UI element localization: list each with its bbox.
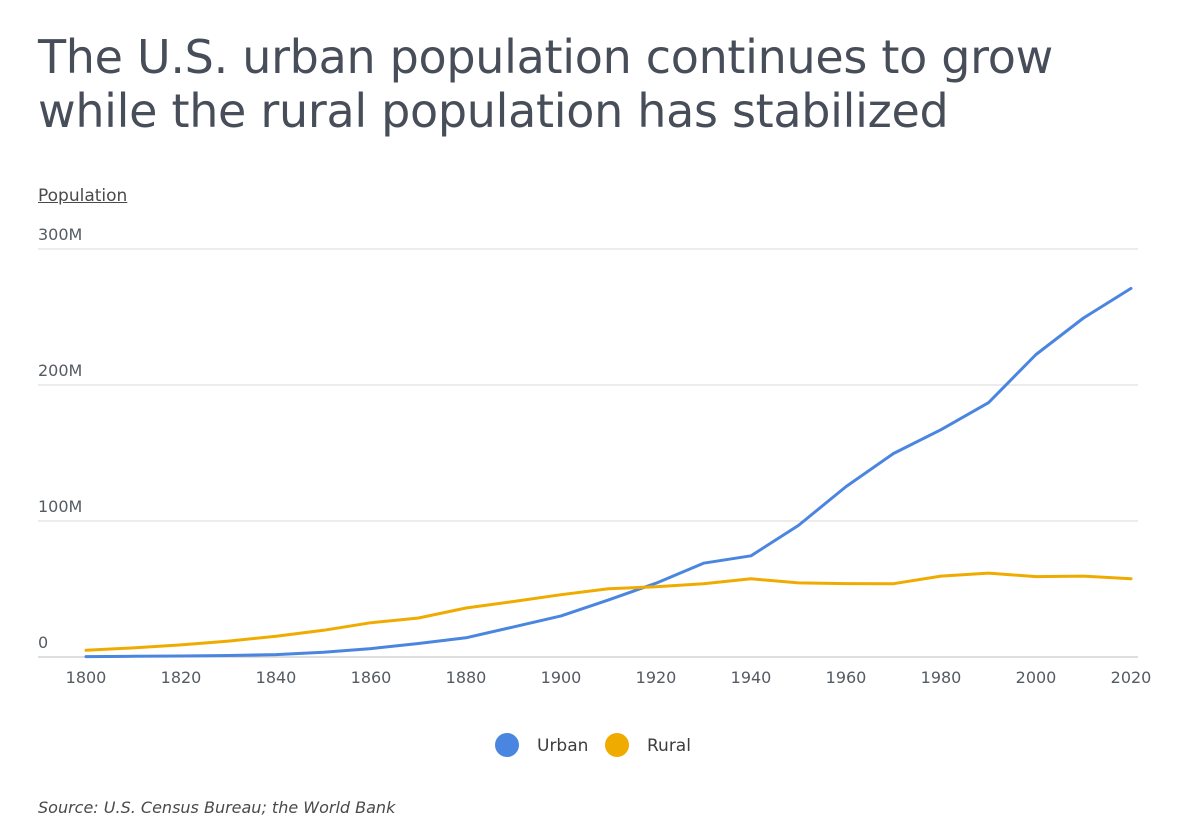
x-tick-label: 1960 (826, 668, 867, 687)
x-tick-label: 1900 (541, 668, 582, 687)
chart-title: The U.S. urban population continues to g… (38, 30, 1053, 138)
x-tick-label: 1940 (731, 668, 772, 687)
legend: Urban Rural (495, 733, 691, 757)
x-tick-label: 2000 (1016, 668, 1057, 687)
y-axis-label: Population (38, 186, 128, 206)
x-tick-label: 1980 (921, 668, 962, 687)
series-line-urban (84, 286, 1133, 659)
x-tick-label: 1840 (256, 668, 297, 687)
x-tick-label: 1800 (66, 668, 107, 687)
legend-swatch-urban (495, 733, 519, 757)
series-line-rural (84, 571, 1133, 652)
legend-swatch-rural (605, 733, 629, 757)
x-tick-label: 1880 (446, 668, 487, 687)
gridlines (38, 248, 1138, 658)
legend-label-rural: Rural (647, 736, 691, 756)
y-tick-label: 200M (38, 361, 82, 380)
y-tick-label: 0 (38, 633, 48, 652)
series-lines (84, 286, 1133, 659)
x-tick-label: 1860 (351, 668, 392, 687)
x-axis-ticks: 1800 1820 1840 1860 1880 1900 1920 1940 1960 1980… (66, 668, 1152, 687)
x-tick-label: 2020 (1111, 668, 1152, 687)
source-note: Source: U.S. Census Bureau; the World Ba… (38, 798, 396, 817)
legend-label-urban: Urban (537, 736, 588, 756)
y-tick-label: 300M (38, 225, 82, 244)
line-chart: 0 100M 200M 300M 1800 1820 1840 1860 1880 1900 19… (38, 225, 1152, 757)
x-tick-label: 1820 (161, 668, 202, 687)
x-tick-label: 1920 (636, 668, 677, 687)
y-axis-ticks: 0 100M 200M 300M (38, 225, 82, 652)
y-tick-label: 100M (38, 497, 82, 516)
